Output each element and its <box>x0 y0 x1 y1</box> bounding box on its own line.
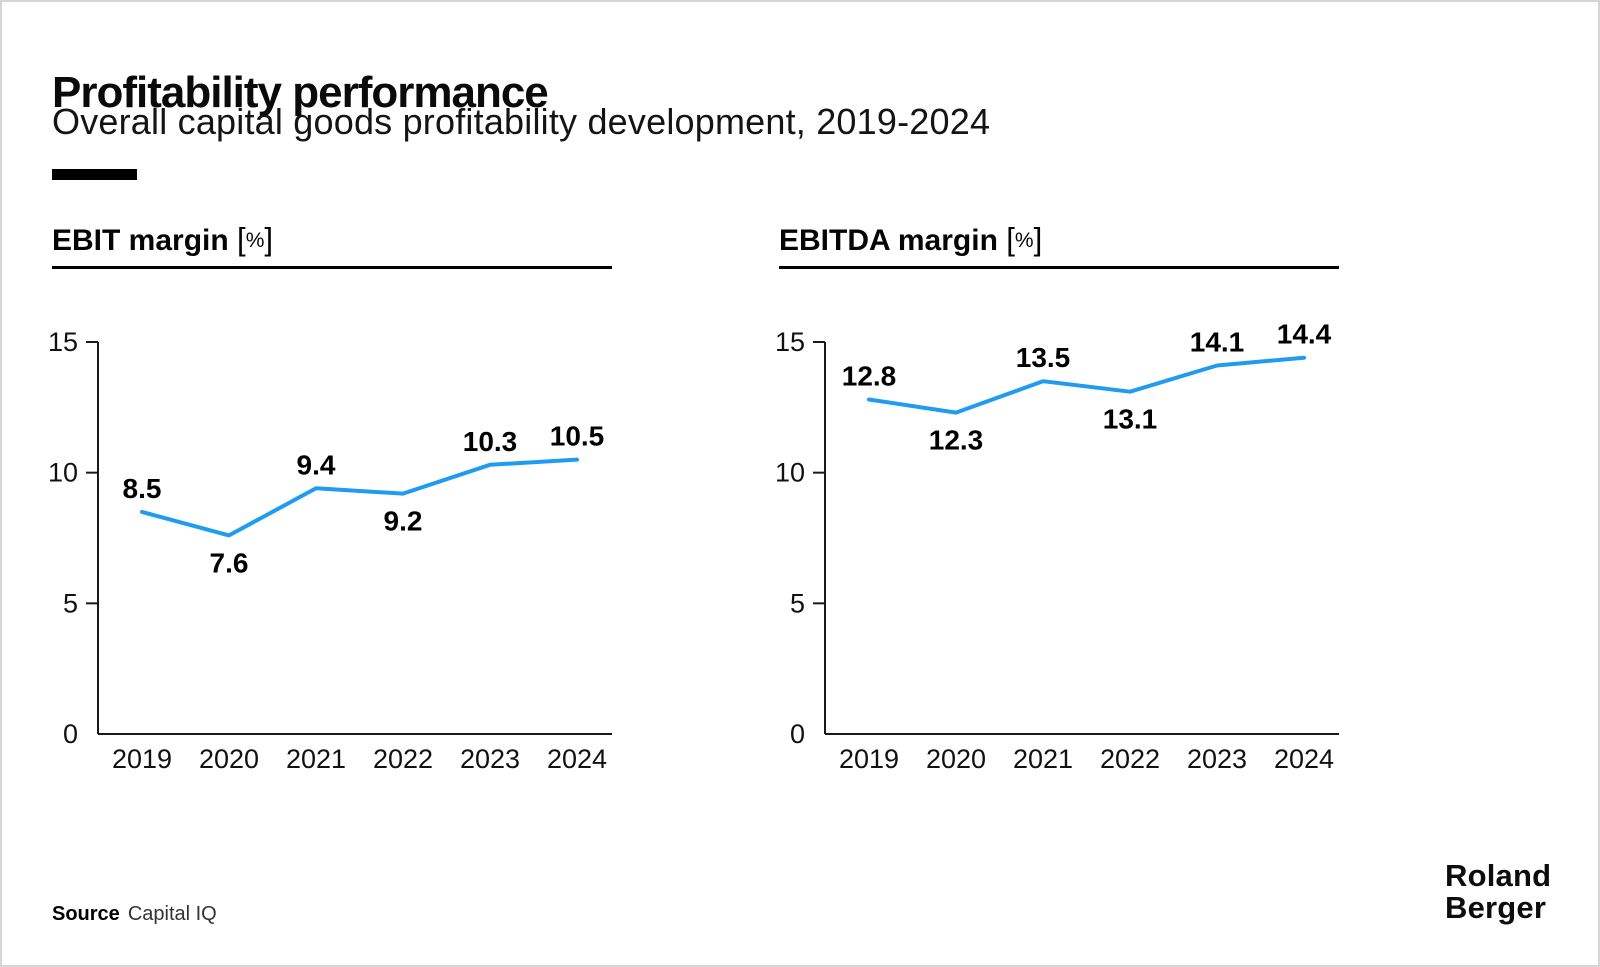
svg-text:10.5: 10.5 <box>550 421 605 452</box>
svg-text:5: 5 <box>790 588 805 618</box>
svg-text:13.1: 13.1 <box>1103 404 1158 435</box>
chart-ebit-title: EBIT margin <box>52 224 229 257</box>
svg-text:0: 0 <box>63 719 78 749</box>
page-title: Profitability performance <box>52 68 549 118</box>
source-value: Capital IQ <box>127 903 217 925</box>
logo-line-1: Roland <box>1445 858 1552 893</box>
chart-ebitda-unit: [%] <box>1006 222 1043 257</box>
unit-bracket-close: ] <box>264 222 274 257</box>
percent-symbol: % <box>245 229 265 253</box>
svg-text:15: 15 <box>48 327 78 357</box>
chart-ebitda-header: EBITDA margin [%] <box>779 222 1339 269</box>
svg-text:14.4: 14.4 <box>1277 319 1332 350</box>
chart-ebit-header: EBIT margin [%] <box>52 222 612 269</box>
svg-text:13.5: 13.5 <box>1016 342 1071 373</box>
logo-line-2: Berger <box>1445 890 1547 925</box>
svg-text:2020: 2020 <box>199 744 259 774</box>
svg-text:10: 10 <box>48 458 78 488</box>
percent-symbol: % <box>1014 229 1034 253</box>
svg-text:2021: 2021 <box>1013 744 1073 774</box>
chart-ebitda-plot: 0 5 10 15 2019 2020 2021 2022 2023 2024 12.8 12.3 13… <box>775 319 1339 774</box>
svg-text:14.1: 14.1 <box>1190 327 1245 358</box>
svg-text:12.8: 12.8 <box>842 360 897 391</box>
svg-text:2020: 2020 <box>926 744 986 774</box>
svg-text:2024: 2024 <box>547 744 607 774</box>
source-note: Source Capital IQ <box>52 903 217 926</box>
chart-ebit-unit: [%] <box>237 222 274 257</box>
svg-text:2024: 2024 <box>1274 744 1334 774</box>
svg-text:2019: 2019 <box>839 744 899 774</box>
page-subtitle: Overall capital goods profitability deve… <box>52 101 991 142</box>
svg-text:2022: 2022 <box>373 744 433 774</box>
unit-bracket-open: [ <box>237 222 246 257</box>
svg-text:2022: 2022 <box>1100 744 1160 774</box>
svg-text:9.4: 9.4 <box>297 449 336 480</box>
roland-berger-logo: Roland Berger <box>1445 860 1551 924</box>
chart-ebitda-title: EBITDA margin <box>779 224 998 257</box>
unit-bracket-open: [ <box>1006 222 1015 257</box>
svg-text:2019: 2019 <box>112 744 172 774</box>
svg-text:7.6: 7.6 <box>210 547 249 578</box>
chart-ebit-plot: 0 5 10 15 2019 2020 2021 2022 2023 2024 8.5 7.6 9.4 9… <box>48 327 612 774</box>
unit-bracket-close: ] <box>1033 222 1043 257</box>
svg-text:5: 5 <box>63 588 78 618</box>
svg-text:10: 10 <box>775 458 805 488</box>
svg-text:9.2: 9.2 <box>384 506 423 537</box>
source-label: Source <box>52 903 120 925</box>
svg-text:2021: 2021 <box>286 744 346 774</box>
svg-text:15: 15 <box>775 327 805 357</box>
title-accent-bar <box>52 169 137 180</box>
svg-text:0: 0 <box>790 719 805 749</box>
svg-text:12.3: 12.3 <box>929 425 984 456</box>
svg-text:2023: 2023 <box>460 744 520 774</box>
svg-text:2023: 2023 <box>1187 744 1247 774</box>
svg-text:10.3: 10.3 <box>463 426 518 457</box>
svg-text:8.5: 8.5 <box>123 473 162 504</box>
